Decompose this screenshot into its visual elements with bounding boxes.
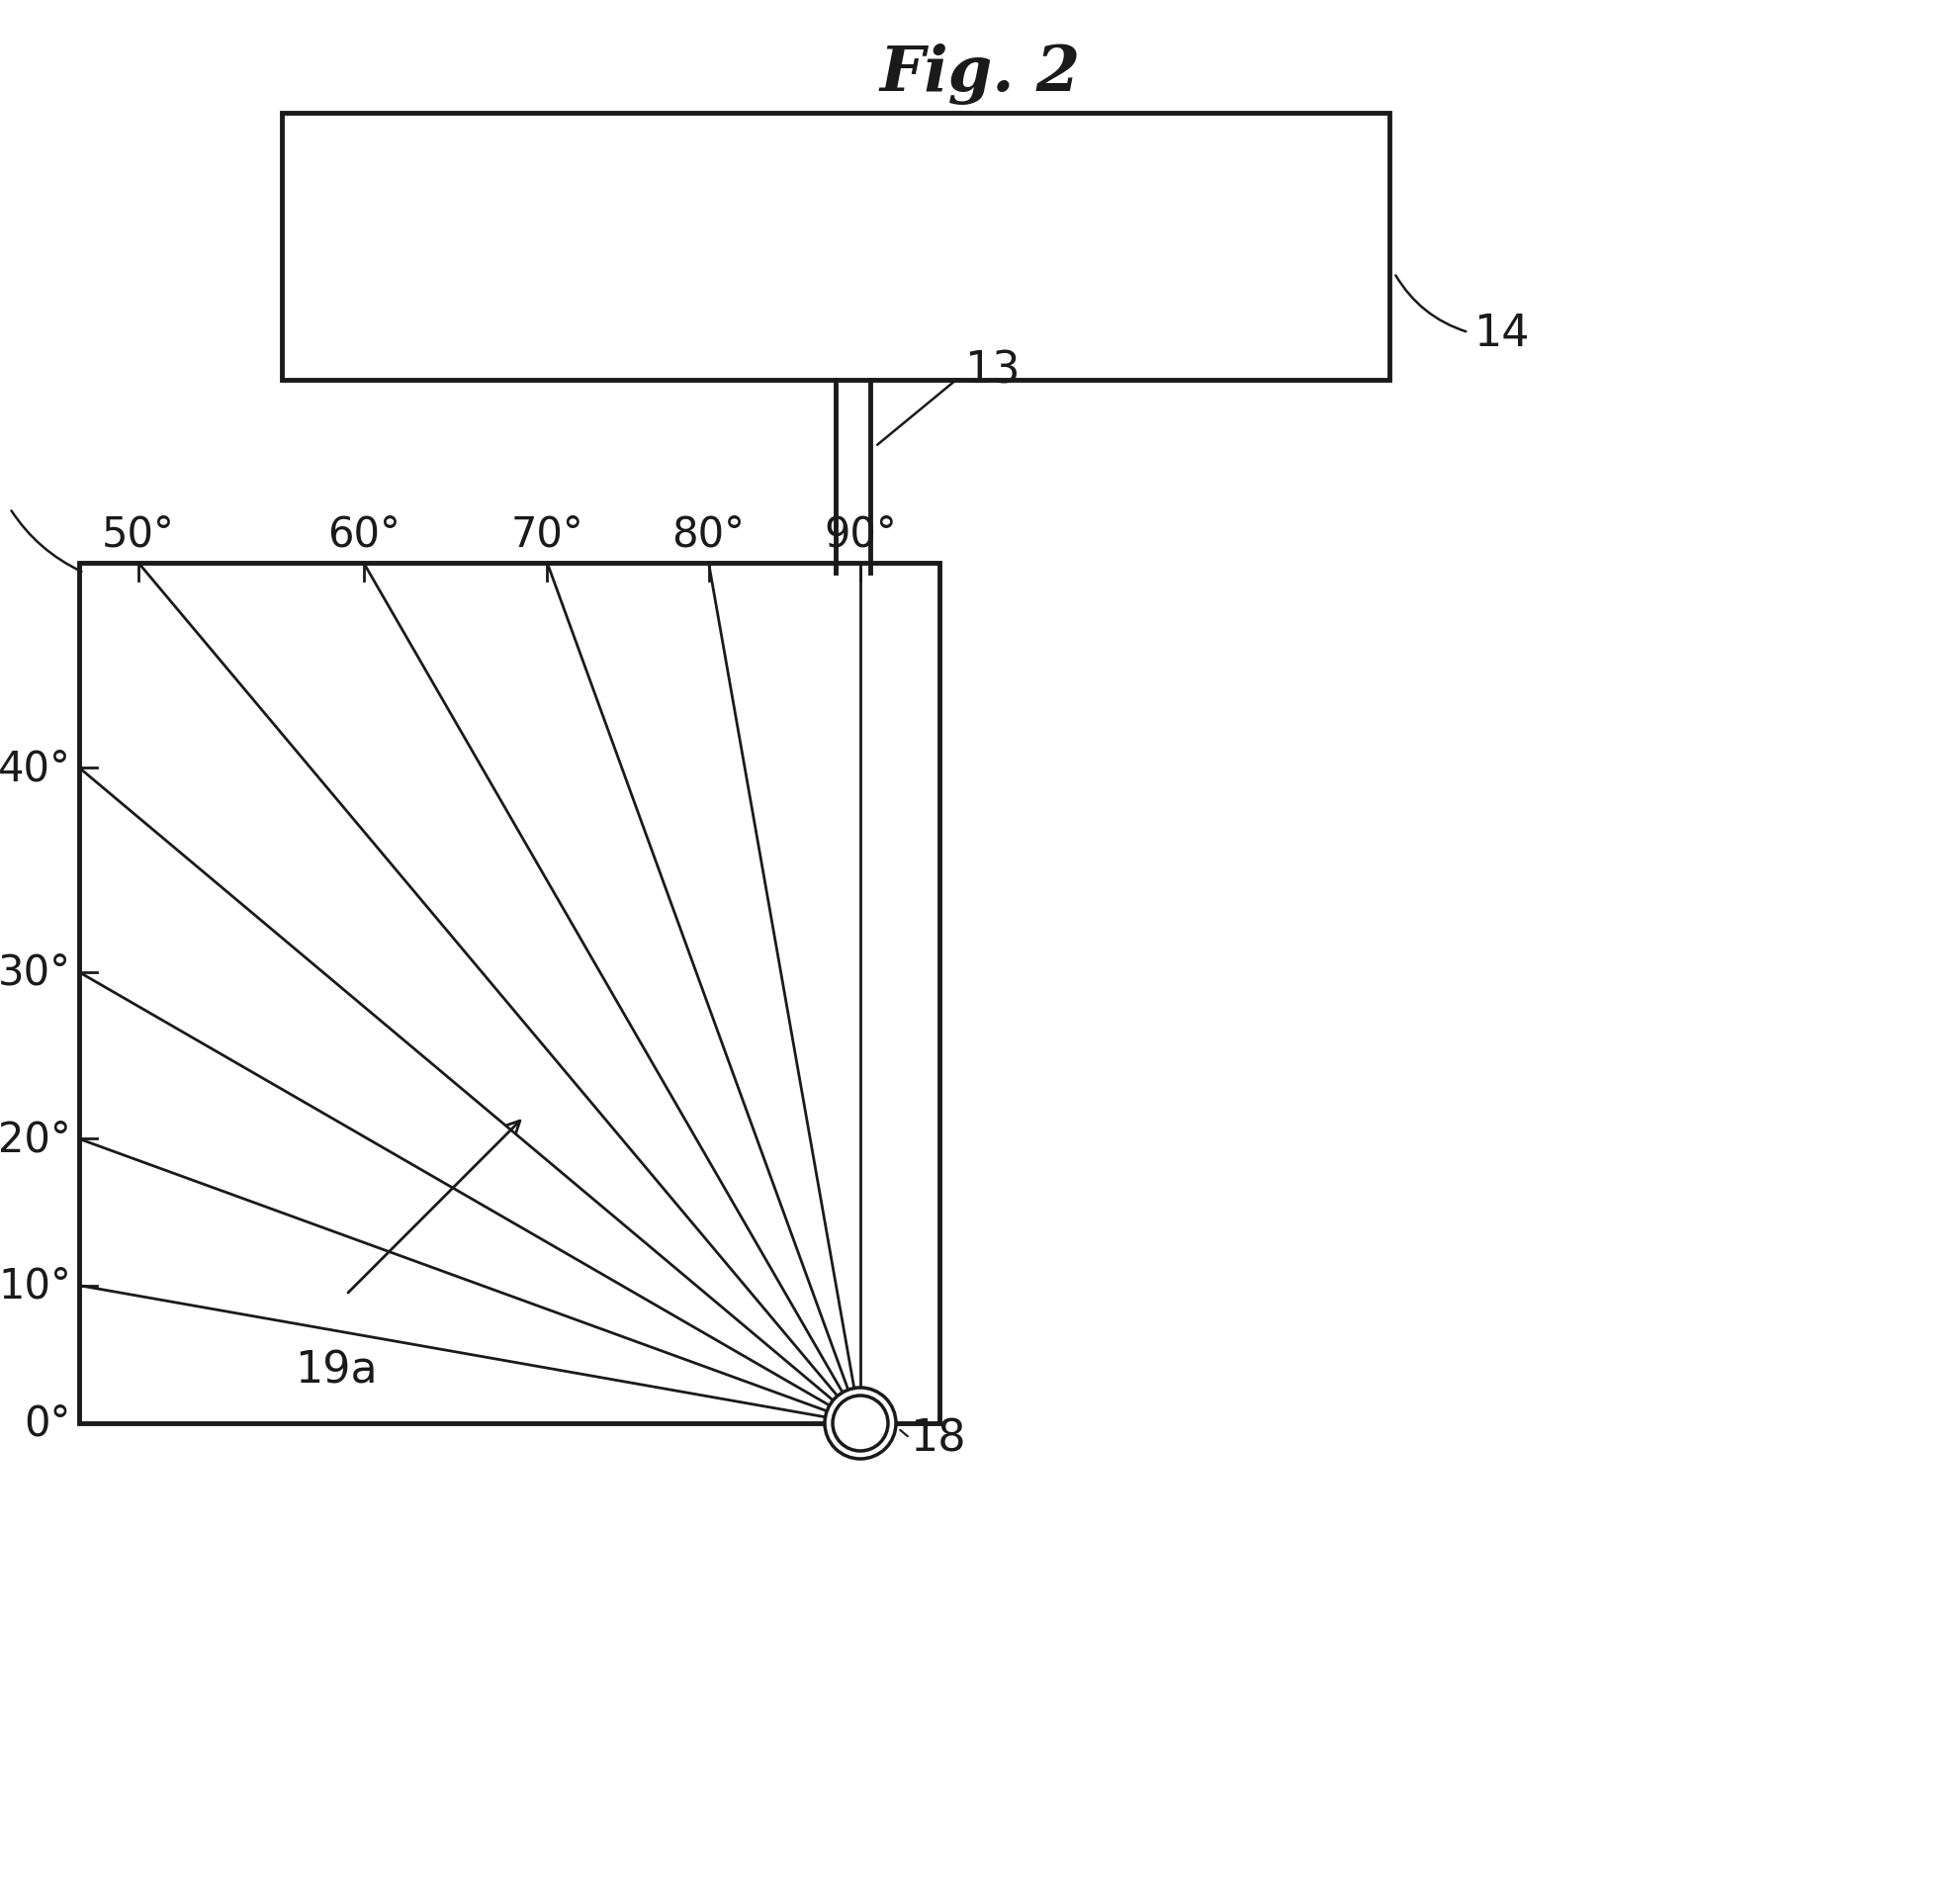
Bar bbox=[78, 564, 939, 1424]
Bar bbox=[282, 114, 1390, 380]
Text: 20°: 20° bbox=[0, 1119, 71, 1160]
Text: 0°: 0° bbox=[24, 1403, 71, 1444]
Text: 10°: 10° bbox=[0, 1265, 71, 1306]
Text: 40°: 40° bbox=[0, 748, 71, 789]
Text: 80°: 80° bbox=[672, 515, 745, 555]
Text: 50°: 50° bbox=[102, 515, 174, 555]
Text: 70°: 70° bbox=[510, 515, 584, 555]
Text: Fig. 2: Fig. 2 bbox=[880, 44, 1080, 104]
Text: 90°: 90° bbox=[823, 515, 896, 555]
Circle shape bbox=[833, 1395, 888, 1452]
Text: 14: 14 bbox=[1472, 312, 1529, 354]
Text: 13: 13 bbox=[964, 348, 1019, 392]
Text: 60°: 60° bbox=[327, 515, 400, 555]
Text: 19a: 19a bbox=[294, 1350, 378, 1391]
Text: 18: 18 bbox=[909, 1418, 964, 1460]
Circle shape bbox=[825, 1388, 896, 1460]
Text: 30°: 30° bbox=[0, 952, 71, 994]
